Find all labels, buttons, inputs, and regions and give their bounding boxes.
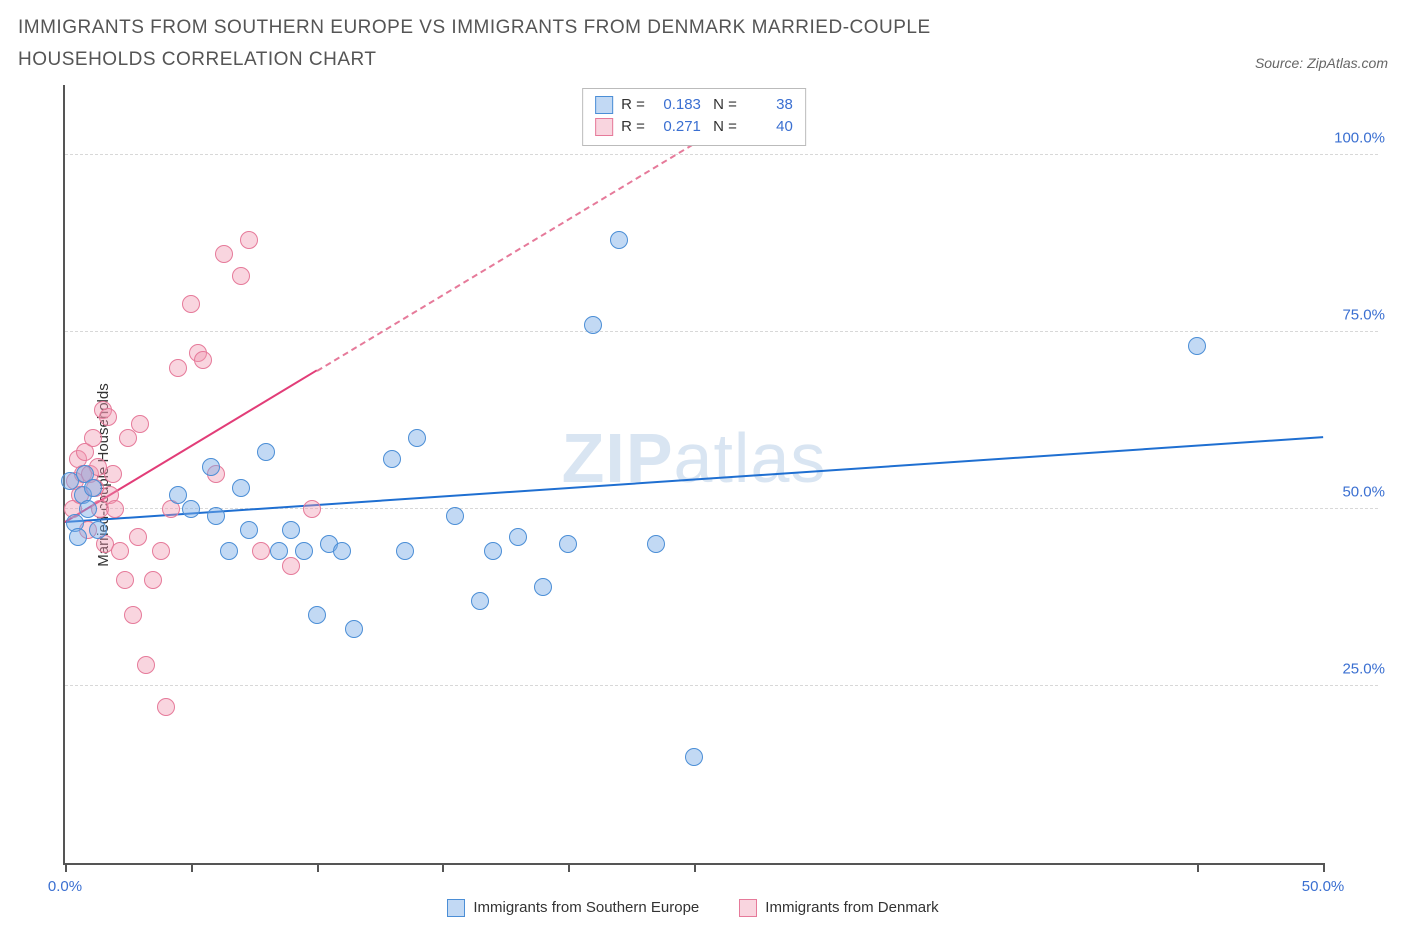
data-point-blue (584, 316, 602, 334)
y-tick-label: 50.0% (1342, 483, 1385, 500)
data-point-pink (124, 606, 142, 624)
stats-legend-box: R =0.183 N =38R =0.271 N =40 (582, 88, 806, 146)
data-point-blue (396, 542, 414, 560)
x-tick-label: 0.0% (48, 878, 82, 895)
data-point-blue (282, 521, 300, 539)
x-tick (694, 863, 696, 872)
data-point-blue (240, 521, 258, 539)
data-point-blue (232, 479, 250, 497)
y-tick-label: 100.0% (1334, 130, 1385, 147)
data-point-blue (1188, 337, 1206, 355)
data-point-blue (207, 507, 225, 525)
gridline (65, 154, 1378, 155)
data-point-blue (84, 479, 102, 497)
y-tick-label: 25.0% (1342, 660, 1385, 677)
data-point-blue (484, 542, 502, 560)
data-point-pink (111, 542, 129, 560)
data-point-pink (240, 231, 258, 249)
data-point-blue (534, 578, 552, 596)
data-point-pink (84, 429, 102, 447)
legend-label: Immigrants from Southern Europe (473, 899, 699, 916)
data-point-blue (647, 535, 665, 553)
data-point-blue (383, 450, 401, 468)
data-point-pink (169, 359, 187, 377)
data-point-pink (215, 245, 233, 263)
data-point-pink (194, 351, 212, 369)
source-label: Source: ZipAtlas.com (1255, 55, 1388, 77)
blue-swatch-icon (447, 899, 465, 917)
data-point-blue (446, 507, 464, 525)
data-point-blue (308, 606, 326, 624)
bottom-legend: Immigrants from Southern Europe Immigrant… (63, 865, 1323, 917)
data-point-blue (610, 231, 628, 249)
data-point-pink (303, 500, 321, 518)
data-point-blue (559, 535, 577, 553)
data-point-pink (137, 656, 155, 674)
x-tick (317, 863, 319, 872)
legend-item: Immigrants from Southern Europe (447, 899, 699, 917)
data-point-blue (333, 542, 351, 560)
data-point-blue (345, 620, 363, 638)
data-point-pink (129, 528, 147, 546)
data-point-pink (119, 429, 137, 447)
data-point-pink (106, 500, 124, 518)
trend-line (65, 436, 1323, 523)
stat-row: R =0.271 N =40 (595, 116, 793, 139)
data-point-blue (69, 528, 87, 546)
blue-swatch-icon (595, 96, 613, 114)
data-point-blue (408, 429, 426, 447)
data-point-blue (220, 542, 238, 560)
data-point-pink (232, 267, 250, 285)
x-tick (191, 863, 193, 872)
gridline (65, 685, 1378, 686)
data-point-pink (152, 542, 170, 560)
data-point-pink (157, 698, 175, 716)
x-tick (442, 863, 444, 872)
plot-area: ZIPatlas R =0.183 N =38R =0.271 N =40 25… (63, 85, 1323, 865)
stat-row: R =0.183 N =38 (595, 94, 793, 117)
data-point-blue (202, 458, 220, 476)
data-point-pink (144, 571, 162, 589)
x-tick-label: 50.0% (1302, 878, 1345, 895)
chart-container: Married-couple Households ZIPatlas R =0.… (18, 85, 1388, 865)
data-point-blue (89, 521, 107, 539)
data-point-blue (685, 748, 703, 766)
data-point-blue (471, 592, 489, 610)
x-tick (1323, 863, 1325, 872)
data-point-blue (182, 500, 200, 518)
data-point-pink (104, 465, 122, 483)
data-point-blue (509, 528, 527, 546)
data-point-pink (252, 542, 270, 560)
legend-item: Immigrants from Denmark (739, 899, 938, 917)
data-point-blue (257, 443, 275, 461)
pink-swatch-icon (739, 899, 757, 917)
data-point-blue (295, 542, 313, 560)
pink-swatch-icon (595, 118, 613, 136)
gridline (65, 331, 1378, 332)
legend-label: Immigrants from Denmark (765, 899, 938, 916)
data-point-pink (131, 415, 149, 433)
x-tick (568, 863, 570, 872)
y-tick-label: 75.0% (1342, 307, 1385, 324)
data-point-blue (270, 542, 288, 560)
data-point-blue (79, 500, 97, 518)
data-point-pink (99, 408, 117, 426)
data-point-pink (182, 295, 200, 313)
x-tick (65, 863, 67, 872)
data-point-pink (282, 557, 300, 575)
chart-title: IMMIGRANTS FROM SOUTHERN EUROPE VS IMMIG… (18, 12, 1068, 77)
x-tick (1197, 863, 1199, 872)
data-point-pink (116, 571, 134, 589)
